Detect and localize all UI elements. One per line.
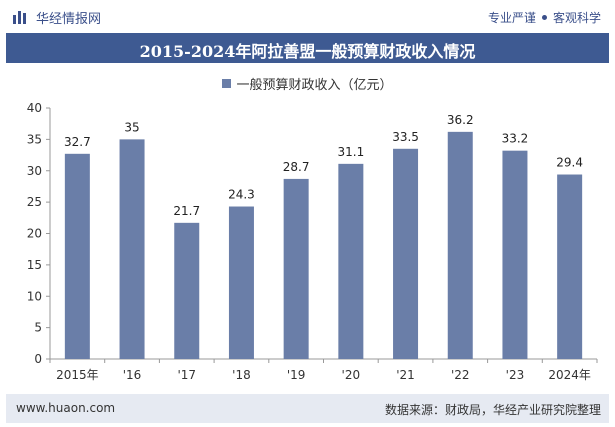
x-tick-label: '22	[451, 368, 470, 382]
bar	[393, 148, 419, 359]
data-label: 28.7	[283, 160, 310, 174]
data-label: 31.1	[337, 145, 364, 159]
separator-dot-icon	[541, 15, 547, 20]
data-label: 33.2	[502, 132, 529, 146]
y-tick-label: 10	[27, 289, 42, 303]
y-tick-label: 0	[34, 352, 42, 366]
x-tick-label: 2024年	[548, 368, 591, 382]
slogan-text-2: 客观科学	[552, 11, 601, 25]
y-tick-label: 40	[27, 101, 42, 115]
data-label: 29.4	[556, 156, 583, 170]
bar	[447, 131, 473, 359]
data-label: 32.7	[64, 135, 91, 149]
x-tick-label: '18	[232, 368, 251, 382]
x-tick-label: '17	[177, 368, 196, 382]
bar	[64, 153, 90, 359]
bar	[502, 150, 528, 359]
legend-label: 一般预算财政收入（亿元）	[236, 78, 393, 93]
y-tick-label: 20	[27, 227, 42, 241]
bar	[283, 178, 309, 359]
x-tick-label: '19	[287, 368, 306, 382]
bar	[174, 222, 200, 359]
data-label: 21.7	[173, 204, 200, 218]
title-bar: 2015-2024年阿拉善盟一般预算财政收入情况	[6, 33, 609, 63]
slogan-text-1: 专业严谨	[487, 11, 536, 25]
top-bar: 华经情报网 专业严谨 客观科学	[0, 0, 615, 33]
slogan: 专业严谨 客观科学	[488, 9, 601, 26]
bar	[119, 139, 145, 359]
x-tick-label: '20	[342, 368, 361, 382]
data-label: 33.5	[392, 130, 419, 144]
footer-source: 数据来源：财政局，华经产业研究院整理	[384, 403, 601, 417]
y-tick-label: 5	[34, 321, 42, 335]
y-tick-label: 15	[27, 258, 42, 272]
bar	[228, 206, 254, 359]
brand-name: 华经情报网	[36, 11, 102, 27]
brand-logo-icon	[13, 11, 26, 24]
brand: 华经情报网	[12, 8, 102, 27]
footer-website[interactable]: www.huaon.com	[16, 401, 116, 415]
bar	[338, 163, 364, 359]
data-label: 36.2	[447, 113, 474, 127]
y-tick-label: 35	[27, 132, 42, 146]
x-tick-label: '21	[396, 368, 415, 382]
x-tick-label: '23	[506, 368, 525, 382]
x-tick-label: 2015年	[56, 368, 99, 382]
data-label: 24.3	[228, 188, 255, 202]
footer: www.huaon.com 数据来源：财政局，华经产业研究院整理	[6, 394, 609, 423]
legend-swatch	[222, 79, 232, 88]
chart-title: 2015-2024年阿拉善盟一般预算财政收入情况	[139, 42, 476, 61]
bar	[557, 174, 583, 359]
legend: 一般预算财政收入（亿元）	[0, 74, 615, 93]
x-tick-label: '16	[123, 368, 142, 382]
y-tick-label: 30	[27, 164, 42, 178]
y-tick-label: 25	[27, 195, 42, 209]
data-label: 35	[124, 120, 139, 134]
